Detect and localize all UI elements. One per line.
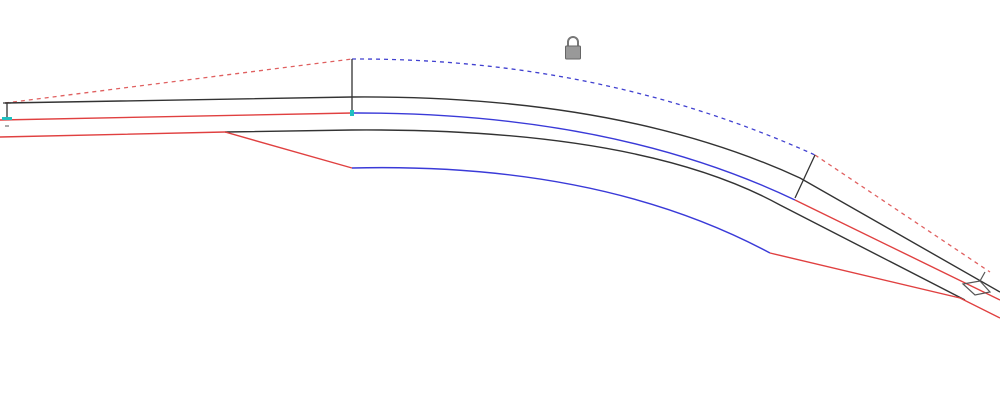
grip-marker-icon[interactable] [2,102,12,127]
section-line-right[interactable] [794,154,816,199]
end-marker-icon[interactable] [961,271,992,296]
blue-curve-bottom[interactable] [351,166,771,254]
lock-icon[interactable] [565,36,581,60]
black-line-top[interactable] [4,96,1000,293]
black-line-lower[interactable] [224,129,966,301]
dashed-boundary-left[interactable] [4,58,353,104]
red-line-bottom-left[interactable] [0,131,353,169]
dashed-boundary-curve[interactable] [351,58,816,156]
dashed-boundary-right[interactable] [814,154,991,273]
red-line-middle-right[interactable] [794,199,1000,301]
grip-point-icon[interactable] [350,110,354,116]
red-line-bottom-right[interactable] [769,252,1000,319]
blue-curve-middle[interactable] [351,112,796,201]
red-line-middle-left[interactable] [0,112,353,121]
